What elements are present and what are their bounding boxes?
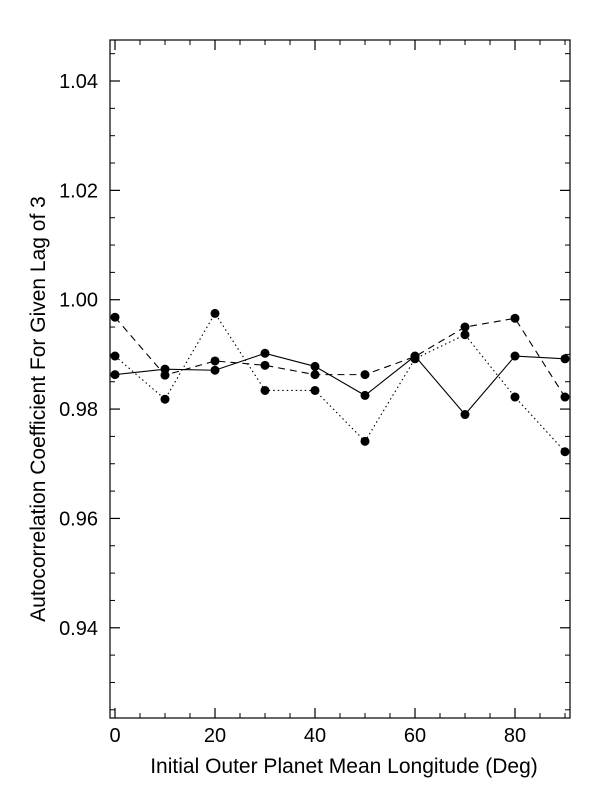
data-point bbox=[310, 385, 320, 395]
y-tick-label: 0.98 bbox=[59, 399, 98, 421]
data-point bbox=[110, 312, 120, 322]
data-point bbox=[260, 385, 270, 395]
x-tick-label: 40 bbox=[304, 725, 326, 747]
data-point bbox=[360, 436, 370, 446]
data-point bbox=[160, 394, 170, 404]
data-point bbox=[510, 392, 520, 402]
y-tick-label: 1.04 bbox=[59, 71, 98, 93]
data-point bbox=[110, 370, 120, 380]
data-point bbox=[560, 447, 570, 457]
minor-ticks bbox=[110, 40, 570, 718]
y-tick-label: 1.00 bbox=[59, 290, 98, 312]
data-point bbox=[560, 392, 570, 402]
x-tick-labels: 0 20 40 60 80 bbox=[109, 725, 526, 747]
x-axis-title: Initial Outer Planet Mean Longitude (Deg… bbox=[150, 755, 538, 778]
series-line bbox=[114, 316, 566, 398]
data-point bbox=[210, 308, 220, 318]
data-point bbox=[110, 351, 120, 361]
data-point bbox=[360, 390, 370, 400]
data-point bbox=[360, 370, 370, 380]
data-point bbox=[460, 410, 470, 420]
y-tick-label: 0.94 bbox=[59, 618, 98, 640]
data-point bbox=[210, 356, 220, 366]
series-layer bbox=[110, 308, 570, 457]
series-solid bbox=[110, 348, 570, 420]
y-axis-title: Autocorrelation Coefficient For Given La… bbox=[27, 196, 50, 622]
x-tick-label: 20 bbox=[204, 725, 226, 747]
x-tick-label: 60 bbox=[404, 725, 426, 747]
x-tick-label: 80 bbox=[504, 725, 526, 747]
data-point bbox=[560, 354, 570, 364]
data-point bbox=[310, 370, 320, 380]
plot-frame bbox=[109, 39, 571, 719]
series-line bbox=[114, 312, 566, 453]
data-point bbox=[260, 360, 270, 370]
data-point bbox=[460, 322, 470, 332]
series-line bbox=[114, 352, 566, 416]
data-point bbox=[210, 365, 220, 375]
series-dashed bbox=[110, 312, 570, 402]
series-dotted bbox=[110, 308, 570, 457]
y-tick-labels: 0.94 0.96 0.98 1.00 1.02 1.04 bbox=[59, 71, 98, 640]
data-point bbox=[160, 370, 170, 380]
data-point bbox=[510, 351, 520, 361]
x-tick-label: 0 bbox=[109, 725, 120, 747]
y-tick-label: 1.02 bbox=[59, 180, 98, 202]
data-point bbox=[460, 330, 470, 340]
data-point bbox=[260, 348, 270, 358]
major-ticks bbox=[110, 40, 570, 718]
data-point bbox=[410, 354, 420, 364]
data-point bbox=[310, 361, 320, 371]
data-point bbox=[510, 313, 520, 323]
y-tick-label: 0.96 bbox=[59, 508, 98, 530]
